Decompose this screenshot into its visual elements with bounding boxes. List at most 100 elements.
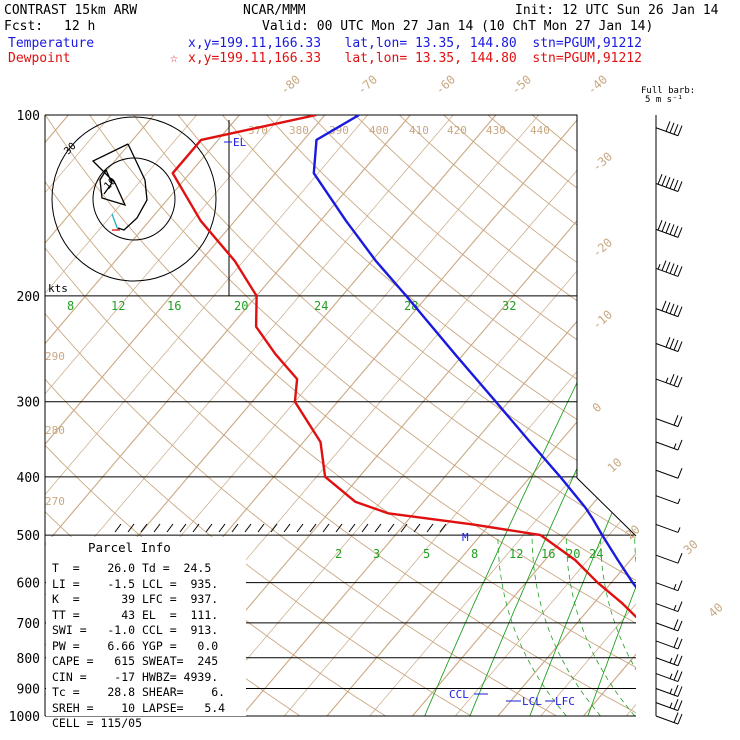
mixing-ratio-lines (418, 268, 740, 728)
wind-barb-flag (673, 712, 679, 723)
moist-adiabat-line (600, 535, 636, 716)
moist-adiabat-line (497, 535, 567, 716)
wind-barb-flag (665, 261, 671, 273)
forecast-hour: 12 h (64, 19, 96, 34)
wind-barb-flag (673, 619, 679, 630)
dry-adiabat-line (45, 115, 636, 716)
wind-barb (655, 495, 681, 505)
hatch-mark (283, 523, 291, 533)
wind-barb-flag (677, 552, 683, 564)
wind-barb-flag (657, 174, 663, 185)
hatch-mark (166, 523, 174, 533)
wind-barb-flag (677, 713, 683, 725)
wind-barb-flag (661, 221, 667, 232)
pressure-tick-label: 500 (17, 529, 40, 544)
dewpoint-trace (171, 115, 636, 716)
wind-barb (655, 619, 683, 632)
mixing-ratio-label: 32 (502, 299, 516, 313)
hatch-mark (322, 523, 330, 533)
dry-adiabat-label: 390 (329, 124, 349, 137)
isotherm-line (241, 115, 636, 716)
wind-barb-flag (673, 225, 679, 237)
hatch-mark (335, 523, 343, 533)
valid-time: Valid: 00 UTC Mon 27 Jan 14 (10 ChT Mon … (262, 19, 654, 34)
isotherm-line (45, 115, 240, 716)
pressure-tick-label: 200 (17, 290, 40, 305)
m-marker-label: M (462, 531, 469, 544)
wind-barb-flag (665, 176, 671, 188)
isotherm-label: -20 (590, 235, 615, 260)
hatch-mark (348, 523, 356, 533)
wind-barb-flag (677, 306, 683, 317)
wind-barb-flag (657, 219, 663, 231)
mixing-ratio-label: 28 (404, 299, 418, 313)
wind-barb-half (657, 263, 661, 270)
dry-adiabat-line (328, 115, 636, 716)
dewpoint-location-info: x,y=199.11,166.33 lat,lon= 13.35, 144.80… (188, 51, 642, 66)
parcel-info-row: SWI = -1.0 CCL = 913. (52, 623, 219, 637)
wind-barb-flag (669, 178, 675, 189)
wind-barb-flag (673, 179, 679, 191)
wind-barb-flag (661, 260, 667, 271)
isotherm-line (45, 115, 155, 716)
wind-barb-flag (673, 637, 679, 648)
moist-adiabat-line (531, 535, 601, 716)
wind-barb-flag (673, 698, 679, 710)
dry-adiabat-line (199, 115, 636, 716)
wind-barb-flag (677, 376, 683, 388)
wind-barb (655, 523, 681, 533)
wind-barb-half (669, 673, 673, 679)
isotherm-label: -40 (585, 72, 610, 97)
dry-adiabat-line (715, 88, 740, 729)
mixing-ratio-line (464, 268, 636, 716)
dry-adiabat-label: 400 (369, 124, 389, 137)
mixing-ratio-line (731, 268, 740, 728)
parcel-info-row: SREH = 10 LAPSE= 5.4 (52, 700, 226, 715)
hatch-mark (426, 523, 434, 533)
wind-barb (655, 654, 683, 667)
lfc-marker-label: LFC (555, 695, 575, 708)
wind-barb-flag (669, 373, 675, 385)
wind-barb-flag (673, 654, 679, 665)
mixing-ratio-label: 8 (471, 547, 478, 561)
wind-barb-flag (673, 684, 679, 696)
dry-adiabat-line (371, 115, 636, 716)
wind-barb-flag (677, 620, 683, 632)
pressure-tick-label: 100 (17, 109, 40, 124)
wind-barb-flag (677, 416, 683, 427)
wind-barb-flag (677, 266, 683, 277)
wind-barb-staff (655, 495, 679, 505)
wind-barb-half (669, 702, 673, 708)
isotherm-label: -50 (509, 72, 534, 97)
wind-barb-flag (669, 303, 675, 314)
wind-barb (655, 373, 683, 388)
hatch-mark (257, 523, 265, 533)
mixing-ratio-label: 12 (111, 299, 125, 313)
isotherm-line (625, 115, 636, 716)
wind-barb-flag (669, 122, 675, 134)
hodograph-trace-upper (91, 143, 129, 207)
mixing-ratio-label: 16 (541, 547, 555, 561)
hatch-mark (361, 523, 369, 533)
mixing-ratio-label: 2 (335, 547, 342, 561)
hodograph-ring-label: 10 (102, 176, 118, 192)
hatch-mark (192, 523, 200, 533)
isotherm-label: 10 (605, 455, 625, 475)
hodograph-units-label: kts (48, 282, 68, 295)
wind-barb (655, 219, 683, 238)
ccl-marker-label: CCL (449, 688, 469, 701)
isotherm-line (497, 115, 636, 716)
wind-barb-half (673, 584, 677, 590)
wind-barb-half (665, 377, 669, 383)
mixing-ratio-label: 3 (373, 547, 380, 561)
hatch-mark (140, 523, 148, 533)
wind-barb (655, 712, 683, 725)
wind-barb (655, 121, 683, 137)
dry-adiabat-line (500, 115, 636, 716)
wind-barb (655, 580, 683, 592)
wind-barb (655, 439, 683, 451)
wind-barb-half (669, 657, 673, 664)
mixing-ratio-line (675, 268, 740, 728)
wind-barb (655, 414, 683, 428)
